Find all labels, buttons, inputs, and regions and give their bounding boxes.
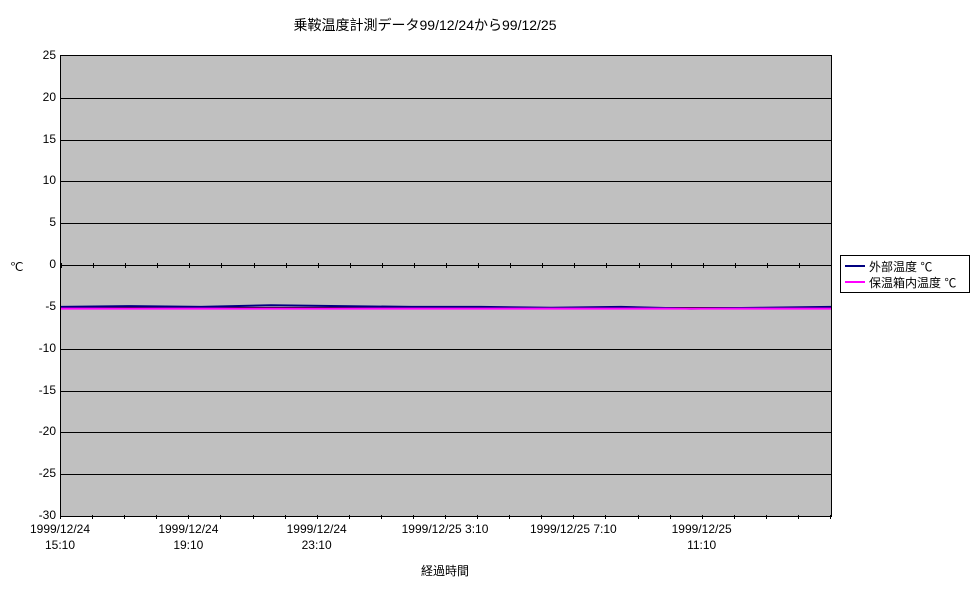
x-bottom-tick <box>445 515 446 519</box>
y-tick-label: 0 <box>16 257 56 271</box>
x-bottom-tick <box>124 515 125 519</box>
x-tick-label: 1999/12/25 3:10 <box>385 522 505 538</box>
series-svg <box>61 56 831 516</box>
legend-label: 保温箱内温度 ℃ <box>869 274 956 291</box>
y-tick-label: -5 <box>16 299 56 313</box>
x-tick-label: 1999/12/24 23:10 <box>257 522 377 553</box>
legend-item: 外部温度 ℃ <box>845 258 965 274</box>
x-axis-title: 経過時間 <box>60 562 830 579</box>
x-bottom-tick <box>702 515 703 519</box>
x-bottom-tick <box>413 515 414 519</box>
x-bottom-tick <box>766 515 767 519</box>
x-bottom-tick <box>509 515 510 519</box>
x-bottom-tick <box>798 515 799 519</box>
legend-swatch <box>845 265 865 267</box>
legend-label: 外部温度 ℃ <box>869 258 932 275</box>
x-bottom-tick <box>605 515 606 519</box>
x-bottom-tick <box>573 515 574 519</box>
x-tick-label: 1999/12/25 11:10 <box>642 522 762 553</box>
x-bottom-tick <box>477 515 478 519</box>
y-tick-label: -20 <box>16 424 56 438</box>
y-tick-label: 20 <box>16 90 56 104</box>
x-bottom-tick <box>638 515 639 519</box>
y-tick-label: 10 <box>16 173 56 187</box>
x-bottom-tick <box>60 515 61 519</box>
chart-container: 乗鞍温度計測データ99/12/24から99/12/25 ℃ 経過時間 外部温度 … <box>0 0 970 603</box>
y-tick-label: 25 <box>16 48 56 62</box>
x-bottom-tick <box>285 515 286 519</box>
legend-item: 保温箱内温度 ℃ <box>845 274 965 290</box>
x-bottom-tick <box>317 515 318 519</box>
x-bottom-tick <box>349 515 350 519</box>
x-bottom-tick <box>156 515 157 519</box>
legend-swatch <box>845 281 865 283</box>
x-bottom-tick <box>830 515 831 519</box>
x-tick-label: 1999/12/24 15:10 <box>0 522 120 553</box>
x-bottom-tick <box>220 515 221 519</box>
x-tick-mark <box>831 263 832 268</box>
x-bottom-tick <box>541 515 542 519</box>
x-tick-label: 1999/12/25 7:10 <box>513 522 633 538</box>
x-bottom-tick <box>734 515 735 519</box>
x-bottom-tick <box>670 515 671 519</box>
y-tick-label: -30 <box>16 508 56 522</box>
x-tick-label: 1999/12/24 19:10 <box>128 522 248 553</box>
y-tick-label: -25 <box>16 466 56 480</box>
legend: 外部温度 ℃保温箱内温度 ℃ <box>840 255 970 293</box>
y-tick-label: 15 <box>16 132 56 146</box>
x-bottom-tick <box>253 515 254 519</box>
x-bottom-tick <box>188 515 189 519</box>
y-tick-label: 5 <box>16 215 56 229</box>
y-tick-label: -15 <box>16 383 56 397</box>
y-tick-label: -10 <box>16 341 56 355</box>
x-bottom-tick <box>381 515 382 519</box>
chart-title: 乗鞍温度計測データ99/12/24から99/12/25 <box>0 15 850 35</box>
plot-area <box>60 55 832 517</box>
x-bottom-tick <box>92 515 93 519</box>
